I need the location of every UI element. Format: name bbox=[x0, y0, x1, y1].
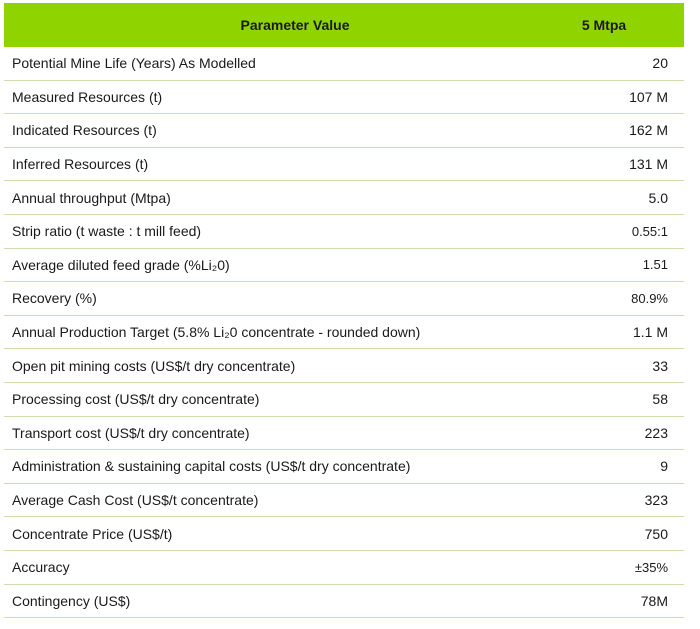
row-parameter: Transport cost (US$/t dry concentrate) bbox=[12, 424, 250, 441]
table-row: Recovery (%) 80.9% bbox=[4, 282, 684, 316]
row-parameter: Accuracy bbox=[12, 559, 70, 576]
row-value: 1.1 M bbox=[632, 324, 668, 341]
row-parameter: Open pit mining costs (US$/t dry concent… bbox=[12, 357, 296, 374]
row-parameter: Inferred Resources (t) bbox=[12, 156, 149, 173]
row-value: 58 bbox=[652, 391, 668, 408]
table-row: Annual throughput (Mtpa) 5.0 bbox=[4, 181, 684, 215]
row-value: 750 bbox=[644, 525, 668, 542]
row-parameter: Annual Production Target (5.8% Li₂0 conc… bbox=[12, 324, 421, 341]
table-row: Measured Resources (t) 107 M bbox=[4, 81, 684, 115]
table-row: Contingency (US$) 78M bbox=[4, 585, 684, 619]
row-value: 80.9% bbox=[631, 290, 668, 306]
table-row: Average diluted feed grade (%Li₂0) 1.51 bbox=[4, 249, 684, 283]
row-parameter: Contingency (US$) bbox=[12, 592, 131, 609]
row-value: 20 bbox=[652, 55, 668, 72]
row-parameter: Annual throughput (Mtpa) bbox=[12, 189, 171, 206]
row-parameter: Average Cash Cost (US$/t concentrate) bbox=[12, 492, 259, 509]
table-row: Average Cash Cost (US$/t concentrate) 32… bbox=[4, 484, 684, 518]
table-row: Administration & sustaining capital cost… bbox=[4, 450, 684, 484]
row-value: 33 bbox=[652, 357, 668, 374]
row-parameter: Measured Resources (t) bbox=[12, 88, 163, 105]
row-parameter: Recovery (%) bbox=[12, 290, 97, 307]
row-value: ±35% bbox=[634, 559, 668, 575]
row-value: 1.51 bbox=[642, 257, 668, 273]
table-header: Parameter Value 5 Mtpa bbox=[4, 3, 684, 47]
table-row: Transport cost (US$/t dry concentrate) 2… bbox=[4, 417, 684, 451]
row-value: 131 M bbox=[629, 156, 668, 173]
table-row: Inferred Resources (t) 131 M bbox=[4, 148, 684, 182]
row-parameter: Administration & sustaining capital cost… bbox=[12, 458, 411, 475]
table-row: Indicated Resources (t) 162 M bbox=[4, 114, 684, 148]
row-parameter: Concentrate Price (US$/t) bbox=[12, 525, 173, 542]
table-row: Processing cost (US$/t dry concentrate) … bbox=[4, 383, 684, 417]
table-row: Open pit mining costs (US$/t dry concent… bbox=[4, 349, 684, 383]
row-value: 223 bbox=[644, 424, 668, 441]
row-parameter: Average diluted feed grade (%Li₂0) bbox=[12, 256, 230, 273]
table-row: Potential Mine Life (Years) As Modelled … bbox=[4, 47, 684, 81]
row-value: 162 M bbox=[629, 122, 668, 139]
row-parameter: Potential Mine Life (Years) As Modelled bbox=[12, 55, 256, 72]
row-value: 107 M bbox=[629, 88, 668, 105]
row-value: 78M bbox=[640, 592, 668, 609]
row-value: 5.0 bbox=[648, 189, 668, 206]
row-value: 9 bbox=[660, 458, 668, 475]
table-row: Strip ratio (t waste : t mill feed) 0.55… bbox=[4, 215, 684, 249]
table-row: Accuracy ±35% bbox=[4, 551, 684, 585]
row-parameter: Indicated Resources (t) bbox=[12, 122, 157, 139]
row-value: 323 bbox=[644, 492, 668, 509]
header-parameter: Parameter Value bbox=[240, 17, 350, 33]
header-value: 5 Mtpa bbox=[581, 17, 627, 33]
parameter-table: Parameter Value 5 Mtpa Potential Mine Li… bbox=[4, 3, 684, 619]
table-row: Annual Production Target (5.8% Li₂0 conc… bbox=[4, 316, 684, 350]
row-parameter: Strip ratio (t waste : t mill feed) bbox=[12, 223, 202, 240]
row-parameter: Processing cost (US$/t dry concentrate) bbox=[12, 391, 260, 408]
table-row: Concentrate Price (US$/t) 750 bbox=[4, 517, 684, 551]
row-value: 0.55:1 bbox=[631, 223, 668, 239]
